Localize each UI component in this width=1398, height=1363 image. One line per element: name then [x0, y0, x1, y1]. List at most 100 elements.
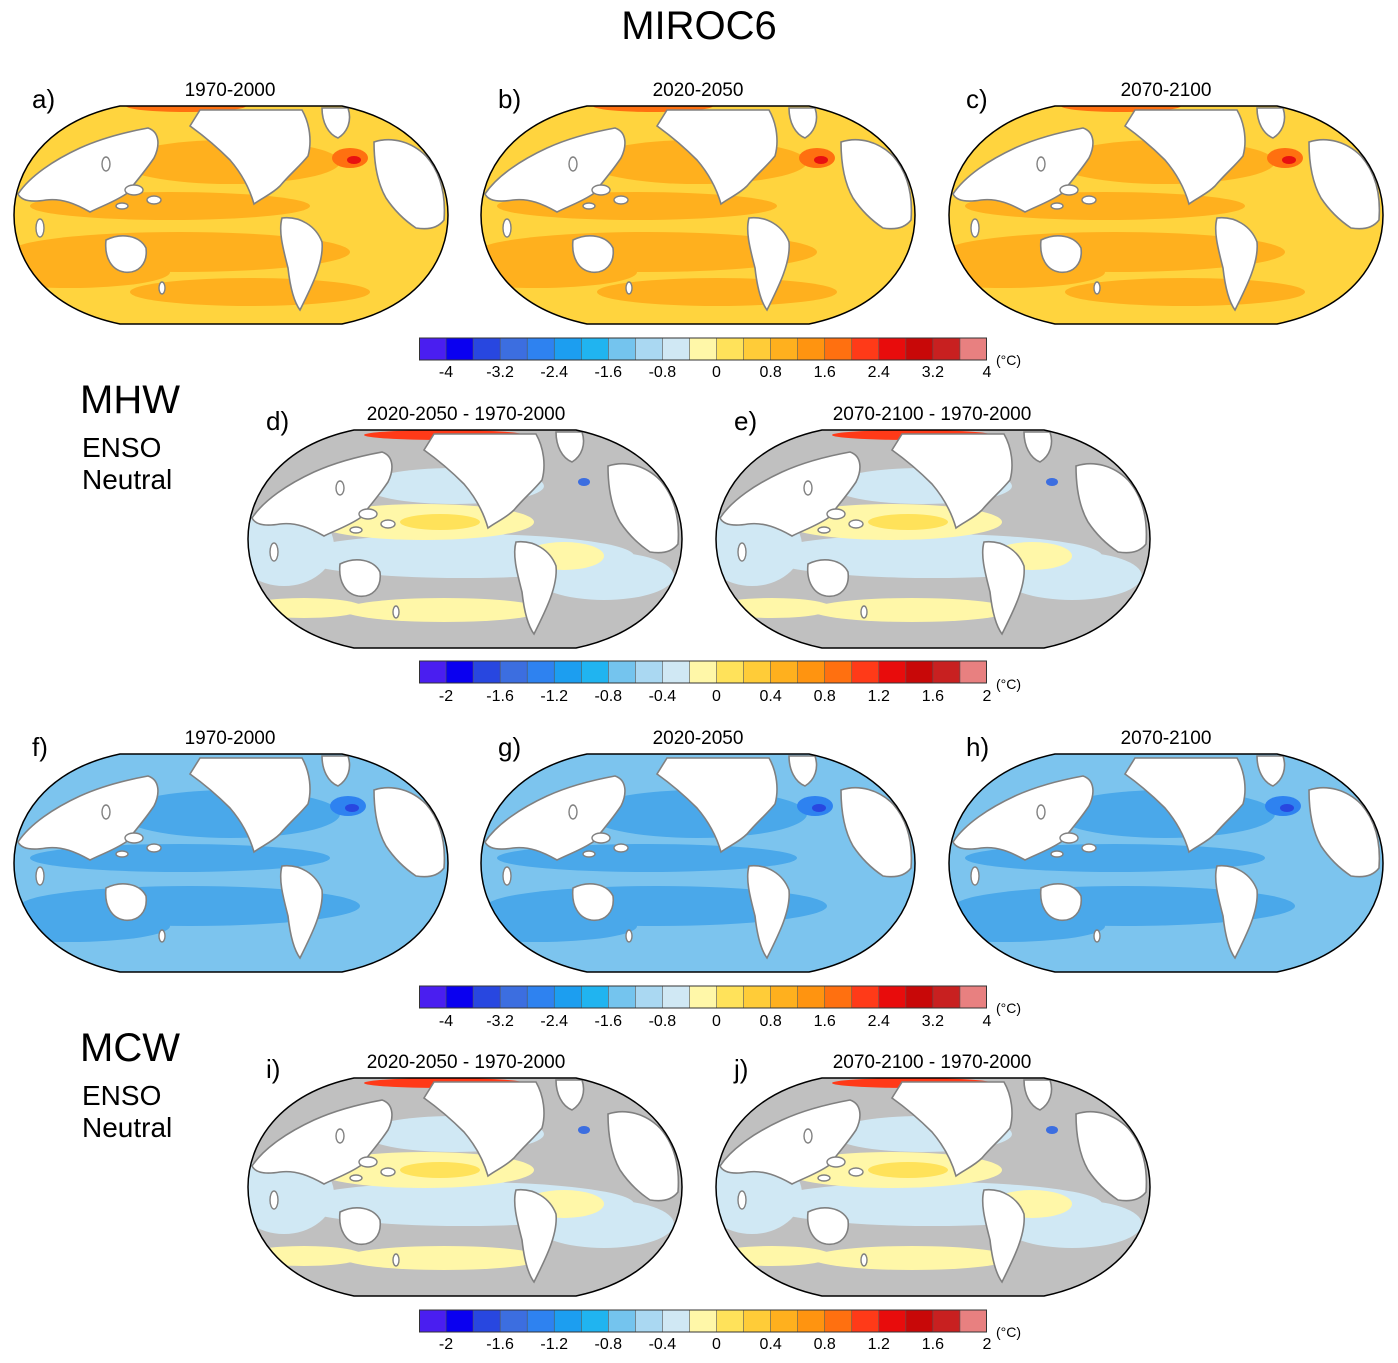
colorbar-frame: [419, 337, 987, 361]
colorbar-swatch: [743, 1309, 772, 1333]
colorbar-swatch: [689, 660, 718, 684]
island: [826, 1156, 846, 1168]
island: [335, 1128, 345, 1144]
landmass: [1039, 883, 1083, 921]
colorbar-swatch: [878, 337, 907, 361]
landmass: [890, 433, 1013, 530]
colorbar-swatch: [770, 985, 799, 1009]
map-outline: [948, 105, 1384, 325]
landmass: [571, 235, 615, 273]
map-outline: [715, 1077, 1151, 1297]
colorbar-swatch: [770, 1309, 799, 1333]
colorbar-tick-label: 2.4: [867, 1013, 890, 1030]
colorbar-tick-label: 1.6: [813, 364, 836, 381]
colorbar-swatch: [905, 985, 934, 1009]
colorbar-clim-mhw: [419, 337, 987, 361]
island: [591, 184, 611, 196]
landmass: [1308, 138, 1381, 230]
island: [970, 218, 980, 238]
colorbar-tick-label: -4: [438, 364, 454, 381]
colorbar-diff-mcw-ticks: -2 -1.6 -1.2 -0.8 -0.4 0 0.4 0.8 1.2 1.6 2: [419, 1336, 992, 1356]
panel-h-letter: h): [966, 732, 990, 762]
island: [737, 542, 747, 562]
island: [817, 526, 831, 534]
colorbar-swatch: [851, 337, 880, 361]
anomaly-region: [812, 598, 1012, 622]
map-panel-a: [13, 105, 449, 325]
colorbar-tick-label: -2: [438, 1336, 454, 1353]
island: [1036, 804, 1046, 820]
island: [158, 281, 166, 295]
colorbar-frame: [419, 1309, 987, 1333]
colorbar-swatch: [689, 1309, 718, 1333]
panel-h-period: 2070-2100: [1120, 728, 1212, 749]
panel-e-letter: e): [734, 406, 758, 436]
colorbar-tick-label: 1.6: [921, 688, 945, 705]
colorbar-tick-label: -1.2: [540, 688, 568, 705]
colorbar-swatch: [499, 985, 528, 1009]
colorbar-swatch: [445, 660, 474, 684]
colorbar-swatch: [608, 337, 636, 361]
panel-c-letter: c): [966, 84, 988, 114]
island: [358, 508, 378, 520]
map-panel-g: [480, 753, 916, 973]
colorbar-swatch: [635, 1309, 664, 1333]
island: [124, 832, 144, 844]
colorbar-swatch: [743, 337, 772, 361]
landmass: [513, 541, 557, 636]
anomaly-region: [400, 1162, 480, 1178]
colorbar-swatch: [445, 1309, 474, 1333]
anomaly-region: [578, 1126, 590, 1134]
landmass: [188, 109, 311, 206]
island: [502, 218, 512, 238]
island: [970, 866, 980, 886]
map-outline: [247, 1077, 683, 1297]
landmass: [338, 1207, 382, 1245]
colorbar-tick-label: 1.2: [867, 688, 890, 705]
landmass: [1308, 786, 1381, 878]
map-panel-h: [948, 753, 1384, 973]
island: [146, 843, 162, 853]
colorbar-swatch: [580, 1309, 609, 1333]
colorbar-swatch: [472, 985, 501, 1009]
section-sub-enso-mcw: ENSO: [82, 1080, 162, 1111]
island: [124, 184, 144, 196]
landmass: [188, 757, 311, 854]
panel-i-letter: i): [266, 1054, 281, 1084]
colorbar-swatch: [851, 985, 880, 1009]
colorbar-swatch: [770, 337, 799, 361]
colorbar-tick-label: 0.4: [759, 688, 782, 705]
colorbar-tick-label: 2: [982, 1336, 992, 1353]
colorbar-tick-label: 1.6: [921, 1336, 945, 1353]
colorbar-tick-label: 0.4: [759, 1336, 782, 1353]
colorbar-swatch: [580, 985, 609, 1009]
landmass: [279, 865, 323, 960]
anomaly-region: [578, 478, 590, 486]
landmass: [746, 217, 790, 312]
colorbar-swatch: [932, 337, 961, 361]
colorbar-diff-mhw-unit: (°C): [996, 676, 1022, 692]
panel-f-letter: f): [32, 732, 48, 762]
landmass: [746, 865, 790, 960]
landmass: [104, 883, 148, 921]
colorbar-swatch: [797, 337, 826, 361]
colorbar-tick-label: -1.6: [594, 1013, 623, 1030]
colorbar-swatch: [526, 337, 555, 361]
panel-e-period: 2070-2100 - 1970-2000: [832, 404, 1032, 425]
landmass: [555, 1079, 585, 1111]
colorbar-swatch: [878, 985, 907, 1009]
colorbar-swatch: [635, 985, 664, 1009]
panel-c-period: 2070-2100: [1120, 80, 1212, 101]
landmass: [890, 1081, 1013, 1178]
island: [803, 480, 813, 496]
landmass: [719, 1099, 861, 1185]
island: [1036, 156, 1046, 172]
colorbar-tick-label: -2.4: [540, 364, 568, 381]
colorbar-tick-label: 2.4: [867, 364, 890, 381]
anomaly-region: [1061, 106, 1181, 112]
colorbar-tick-label: 0: [712, 1013, 721, 1030]
colorbar-tick-label: -3.2: [486, 1013, 514, 1030]
anomaly-region: [1046, 1126, 1058, 1134]
colorbar-swatch: [905, 660, 934, 684]
colorbar-swatch: [851, 1309, 880, 1333]
